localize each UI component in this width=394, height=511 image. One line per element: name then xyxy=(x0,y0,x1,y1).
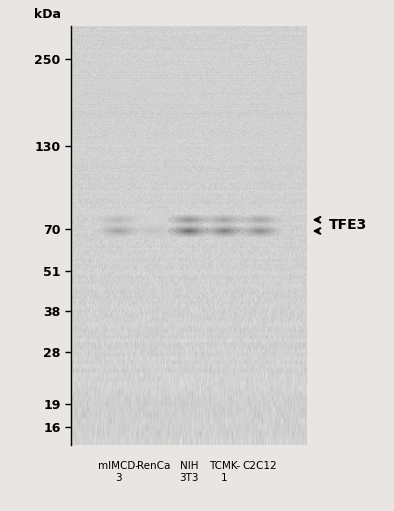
Ellipse shape xyxy=(116,230,121,231)
Ellipse shape xyxy=(174,227,204,235)
Ellipse shape xyxy=(258,219,262,220)
Text: C2C12: C2C12 xyxy=(243,461,277,471)
Text: kDa: kDa xyxy=(34,8,61,21)
Ellipse shape xyxy=(151,219,156,220)
Ellipse shape xyxy=(184,218,194,221)
Ellipse shape xyxy=(113,218,124,221)
Ellipse shape xyxy=(103,227,133,235)
Ellipse shape xyxy=(251,228,269,234)
Text: RenCa: RenCa xyxy=(137,461,170,471)
Ellipse shape xyxy=(180,217,199,222)
Ellipse shape xyxy=(148,218,159,221)
Ellipse shape xyxy=(109,217,128,222)
Ellipse shape xyxy=(219,229,230,233)
Ellipse shape xyxy=(103,216,133,224)
Ellipse shape xyxy=(210,227,240,235)
Ellipse shape xyxy=(109,228,128,234)
Text: TCMK-
1: TCMK- 1 xyxy=(209,461,240,483)
Ellipse shape xyxy=(255,218,265,221)
Ellipse shape xyxy=(97,214,139,225)
Ellipse shape xyxy=(148,229,159,233)
Ellipse shape xyxy=(245,227,275,235)
Ellipse shape xyxy=(139,216,169,224)
Text: mIMCD-
3: mIMCD- 3 xyxy=(98,461,139,483)
Text: TFE3: TFE3 xyxy=(329,218,367,233)
Ellipse shape xyxy=(116,219,121,220)
Ellipse shape xyxy=(215,228,234,234)
Ellipse shape xyxy=(97,225,139,237)
Ellipse shape xyxy=(255,229,265,233)
Ellipse shape xyxy=(151,230,156,231)
Ellipse shape xyxy=(168,214,210,225)
Ellipse shape xyxy=(139,227,169,235)
Ellipse shape xyxy=(258,230,262,231)
Ellipse shape xyxy=(203,225,246,237)
Ellipse shape xyxy=(219,218,230,221)
Ellipse shape xyxy=(132,225,175,237)
Ellipse shape xyxy=(245,216,275,224)
Text: NIH
3T3: NIH 3T3 xyxy=(179,461,199,483)
Ellipse shape xyxy=(180,228,199,234)
Ellipse shape xyxy=(113,229,124,233)
Ellipse shape xyxy=(187,230,191,231)
Ellipse shape xyxy=(203,214,246,225)
Ellipse shape xyxy=(168,225,210,237)
Ellipse shape xyxy=(187,219,191,220)
Ellipse shape xyxy=(251,217,269,222)
Ellipse shape xyxy=(144,228,163,234)
Ellipse shape xyxy=(215,217,234,222)
Ellipse shape xyxy=(239,225,281,237)
Ellipse shape xyxy=(144,217,163,222)
Ellipse shape xyxy=(132,214,175,225)
Ellipse shape xyxy=(239,214,281,225)
Ellipse shape xyxy=(184,229,194,233)
Ellipse shape xyxy=(210,216,240,224)
Ellipse shape xyxy=(222,230,227,231)
Ellipse shape xyxy=(174,216,204,224)
Ellipse shape xyxy=(222,219,227,220)
